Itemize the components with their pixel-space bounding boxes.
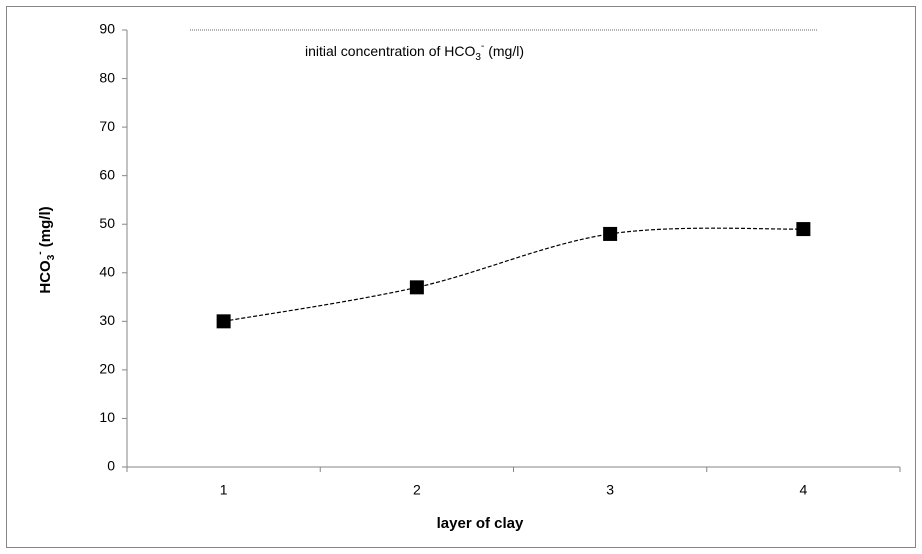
label-part: 3 xyxy=(475,52,481,63)
y-tick-label: 30 xyxy=(99,312,115,328)
y-tick-label: 70 xyxy=(99,118,115,134)
label-part: (mg/l) xyxy=(37,206,54,251)
marker xyxy=(409,280,424,295)
label-part: HCO xyxy=(37,260,54,294)
marker xyxy=(796,222,811,237)
y-tick-label: 0 xyxy=(107,458,115,474)
label-part: initial concentration of HCO xyxy=(305,43,476,59)
x-tick-label: 4 xyxy=(799,482,807,498)
x-tick-label: 2 xyxy=(413,482,421,498)
y-tick-label: 40 xyxy=(99,263,115,279)
y-tick-label: 50 xyxy=(99,215,115,231)
series-line xyxy=(223,227,804,322)
marker xyxy=(603,226,618,241)
label-part: (mg/l) xyxy=(484,43,524,59)
y-tick-label: 60 xyxy=(99,166,115,182)
y-tick-label: 90 xyxy=(99,21,115,37)
y-axis-label: HCO3- (mg/l) xyxy=(35,206,57,293)
x-tick-label: 3 xyxy=(606,482,614,498)
label-part: 3 xyxy=(46,254,57,260)
chart-border xyxy=(6,6,916,548)
label-part: - xyxy=(481,41,484,52)
y-tick-label: 20 xyxy=(99,361,115,377)
y-tick-label: 10 xyxy=(99,409,115,425)
y-tick-label: 80 xyxy=(99,69,115,85)
x-tick-label: 1 xyxy=(220,482,228,498)
reference-label: initial concentration of HCO3- (mg/l) xyxy=(305,41,524,63)
marker xyxy=(216,314,231,329)
label-part: - xyxy=(35,251,46,254)
x-axis-label: layer of clay xyxy=(437,515,524,532)
